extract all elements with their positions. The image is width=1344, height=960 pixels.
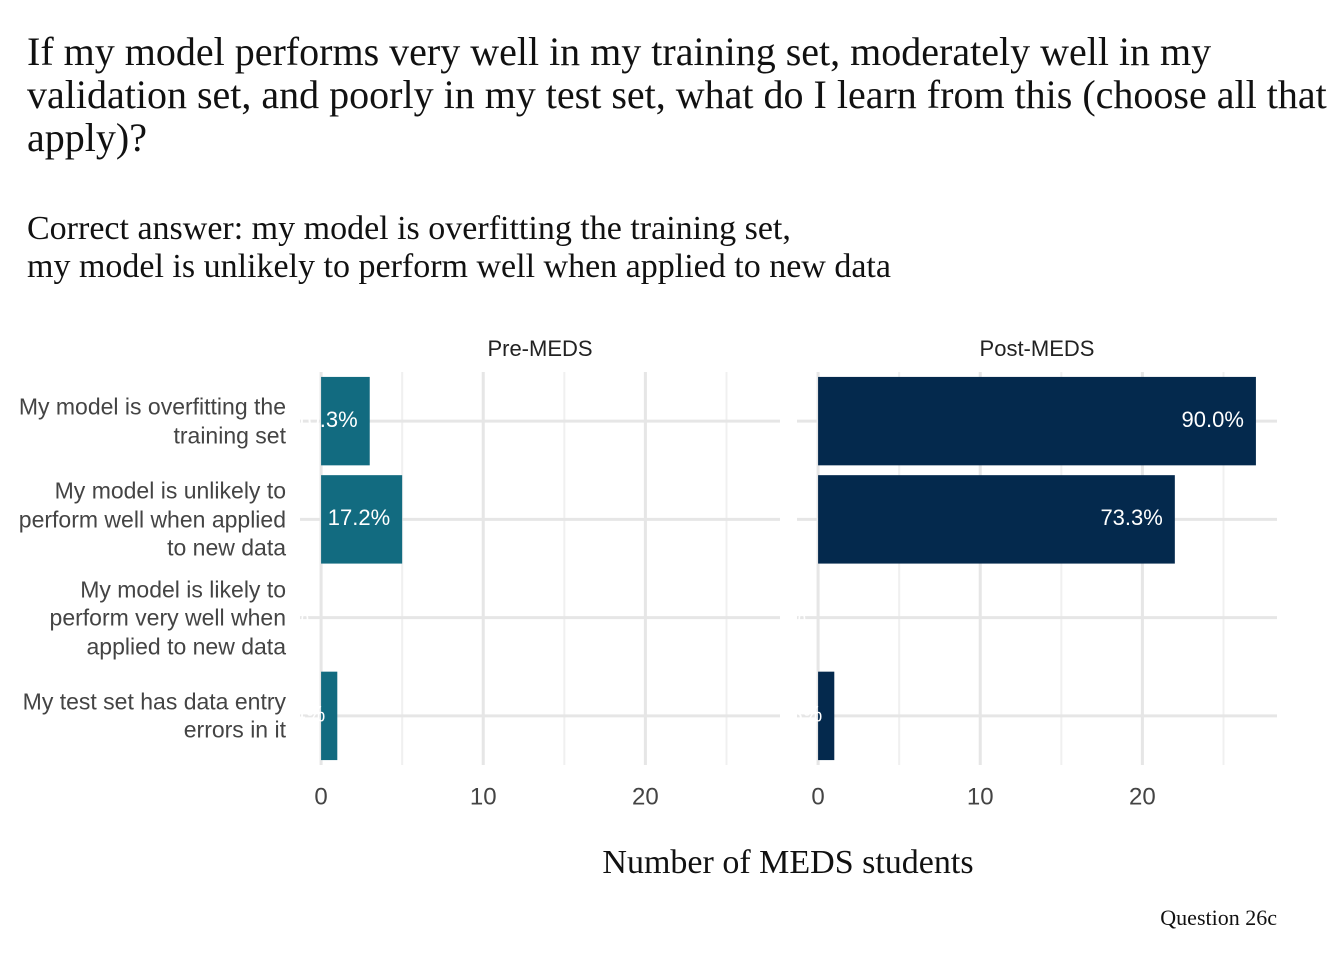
subtitle: Correct answer: my model is overfitting …: [27, 210, 891, 286]
value-label: 3.4%: [275, 702, 325, 727]
subtitle-line: Correct answer: my model is overfitting …: [27, 210, 791, 247]
value-label: 0.0%: [756, 603, 806, 628]
panel: 10.3% 17.2% 0.0% 3.4%: [259, 376, 403, 761]
chart-title: If my model performs very well in my tra…: [27, 29, 1327, 160]
subtitle-line: my model is unlikely to perform well whe…: [27, 248, 891, 285]
x-tick-label: 0: [811, 783, 824, 810]
x-tick-label: 20: [632, 783, 659, 810]
facet-label: Post-MEDS: [980, 336, 1095, 361]
value-label: 0.0%: [259, 603, 309, 628]
panel: 90.0% 73.3% 0.0% 3.3%: [756, 376, 1256, 761]
value-label: 90.0%: [1182, 407, 1244, 432]
value-label: 17.2%: [328, 505, 390, 530]
y-tick-label: My model is likely to perform very well …: [49, 575, 286, 659]
bar: [818, 475, 1175, 564]
value-label: 73.3%: [1100, 505, 1162, 530]
x-tick-label: 0: [314, 783, 327, 810]
bar: [818, 671, 835, 761]
x-tick-label: 20: [1129, 783, 1156, 810]
value-label: 10.3%: [295, 407, 357, 432]
y-tick-label: My model is unlikely to perform well whe…: [18, 477, 286, 561]
x-axis-title: Number of MEDS students: [602, 844, 973, 881]
bar: [818, 376, 1256, 466]
bar: [321, 475, 403, 564]
x-tick-label: 10: [470, 783, 497, 810]
facet-label: Pre-MEDS: [487, 336, 592, 361]
caption: Question 26c: [1160, 905, 1277, 930]
value-label: 3.3%: [772, 702, 822, 727]
y-tick-label: My model is overfitting the training set: [18, 393, 286, 449]
y-tick-label: My test set has data entry errors in it: [22, 688, 286, 743]
bar: [321, 671, 338, 761]
x-tick-label: 10: [967, 783, 994, 810]
bar: [321, 376, 370, 466]
